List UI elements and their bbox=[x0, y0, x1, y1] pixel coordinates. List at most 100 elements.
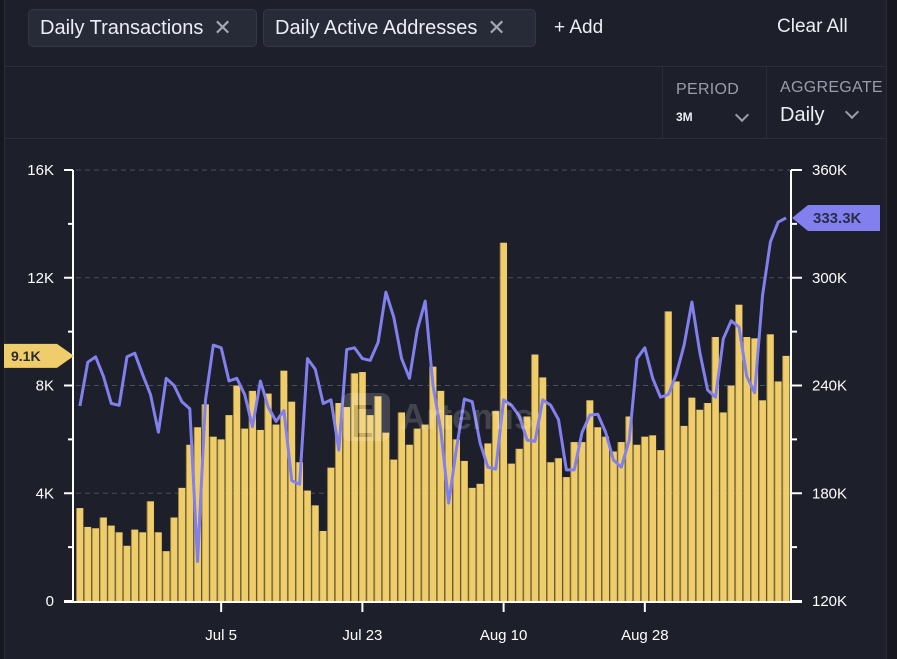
bar bbox=[139, 532, 147, 601]
metric-chip-daily-active-addresses[interactable]: Daily Active Addresses ✕ bbox=[263, 9, 536, 47]
bar bbox=[390, 459, 398, 601]
left-axis-tick-label: 8K bbox=[36, 378, 54, 395]
bar bbox=[774, 381, 782, 601]
bar bbox=[445, 415, 453, 601]
bar bbox=[217, 439, 225, 601]
right-axis-tick-label: 120K bbox=[812, 593, 847, 610]
aggregate-select[interactable]: AGGREGATE Daily bbox=[766, 67, 888, 138]
left-axis-tick-label: 12K bbox=[27, 270, 54, 287]
x-axis-tick-label: Jul 5 bbox=[205, 627, 237, 644]
bar bbox=[680, 425, 688, 601]
bar bbox=[115, 532, 123, 601]
bar bbox=[594, 427, 602, 601]
bar bbox=[131, 529, 139, 601]
close-icon[interactable]: ✕ bbox=[213, 15, 232, 40]
bar bbox=[515, 448, 523, 601]
bar bbox=[555, 458, 562, 601]
bar bbox=[751, 338, 759, 601]
bar bbox=[335, 403, 343, 601]
metric-selector-bar: Daily Transactions ✕ Daily Active Addres… bbox=[5, 0, 887, 67]
bar bbox=[460, 460, 468, 601]
bar bbox=[617, 442, 625, 601]
bar bbox=[406, 444, 413, 601]
right-axis-tick-label: 180K bbox=[812, 485, 847, 502]
bar bbox=[280, 370, 288, 601]
bar bbox=[657, 450, 664, 601]
bar bbox=[492, 411, 500, 601]
right-axis-tick-label: 240K bbox=[812, 378, 847, 395]
bar bbox=[162, 551, 170, 601]
bar bbox=[766, 334, 774, 601]
bar bbox=[421, 424, 429, 601]
bar bbox=[202, 404, 209, 601]
bar bbox=[288, 401, 296, 601]
bar bbox=[100, 517, 107, 601]
bar bbox=[468, 487, 476, 601]
axes bbox=[64, 169, 802, 612]
bar bbox=[233, 385, 241, 601]
metric-chip-label: Daily Active Addresses bbox=[275, 16, 478, 39]
bar bbox=[170, 517, 178, 601]
bar bbox=[531, 354, 539, 601]
bar bbox=[76, 508, 84, 601]
add-metric-button[interactable]: + Add bbox=[554, 17, 604, 38]
bar bbox=[641, 436, 649, 601]
bar bbox=[704, 403, 712, 601]
bar bbox=[319, 530, 327, 601]
bar bbox=[194, 427, 202, 601]
bar bbox=[664, 311, 672, 601]
bar bbox=[327, 467, 335, 601]
left-axis-tick-label: 0 bbox=[46, 593, 54, 610]
right-scrollbar[interactable] bbox=[886, 0, 897, 659]
line-series-daily-active-addresses bbox=[78, 216, 787, 563]
bar-current-value-marker bbox=[4, 343, 74, 368]
bar bbox=[272, 424, 280, 601]
chevron-down-icon bbox=[734, 107, 750, 123]
bar bbox=[256, 429, 264, 601]
bar bbox=[351, 373, 358, 601]
bar bbox=[508, 463, 515, 601]
bar bbox=[249, 390, 256, 601]
bar bbox=[578, 442, 586, 601]
bar bbox=[586, 400, 594, 601]
bar bbox=[107, 525, 115, 601]
bar bbox=[539, 377, 547, 601]
bar bbox=[735, 304, 743, 601]
bar bbox=[688, 397, 696, 601]
close-icon[interactable]: ✕ bbox=[487, 15, 506, 40]
clear-all-button[interactable]: Clear All bbox=[777, 16, 848, 37]
bar bbox=[476, 483, 484, 601]
right-axis-tick-label: 300K bbox=[812, 270, 847, 287]
value-markers: 9.1K 333.3K bbox=[4, 204, 880, 368]
bar bbox=[92, 528, 100, 601]
bar bbox=[225, 415, 233, 601]
chart-controls: PERIOD 3M AGGREGATE Daily bbox=[5, 67, 887, 139]
period-value: 3M bbox=[676, 110, 693, 124]
line-current-value-label: 333.3K bbox=[813, 210, 862, 227]
bar bbox=[562, 477, 570, 601]
bar bbox=[296, 462, 304, 601]
tick-labels: 0 4K 8K 12K 16K 120K 180K 240K 300K 360K Jul 5 Jul … bbox=[27, 162, 847, 644]
chevron-down-icon bbox=[844, 104, 860, 120]
aggregate-label: AGGREGATE bbox=[780, 79, 883, 96]
bar bbox=[547, 462, 555, 601]
bar bbox=[602, 436, 610, 601]
bar bbox=[523, 416, 531, 601]
bar bbox=[343, 407, 351, 601]
bar-series-daily-transactions bbox=[76, 242, 790, 601]
bar bbox=[186, 444, 194, 601]
bar bbox=[610, 451, 617, 601]
bar bbox=[374, 396, 382, 601]
left-frame bbox=[0, 0, 5, 659]
bar bbox=[633, 444, 641, 601]
period-select[interactable]: PERIOD 3M bbox=[662, 67, 766, 138]
x-axis-tick-label: Aug 28 bbox=[621, 627, 669, 644]
bar bbox=[743, 337, 751, 601]
bar bbox=[727, 385, 735, 601]
bar bbox=[453, 439, 460, 601]
metric-chip-label: Daily Transactions bbox=[40, 16, 204, 39]
metric-chip-daily-transactions[interactable]: Daily Transactions ✕ bbox=[28, 9, 257, 47]
bar bbox=[366, 415, 374, 601]
bar bbox=[672, 381, 680, 601]
x-axis-tick-label: Jul 23 bbox=[342, 627, 382, 644]
